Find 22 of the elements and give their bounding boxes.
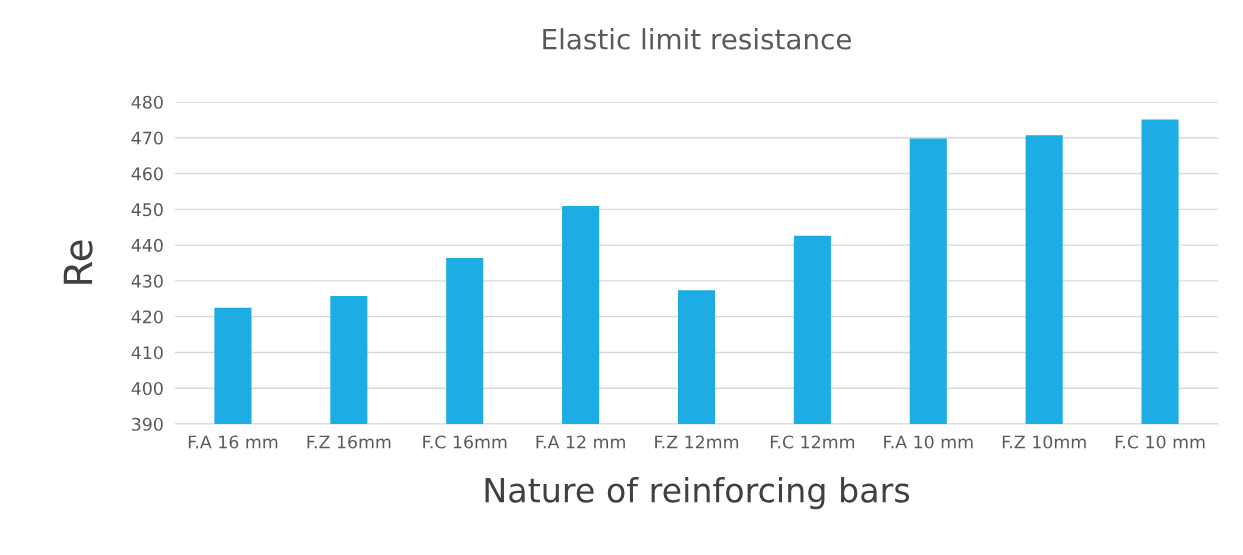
y-tick-label: 390 [132,417,163,431]
x-tick-label: F.Z 10mm [1002,435,1086,449]
y-tick-label: 480 [131,95,163,109]
y-tick-label: 440 [131,238,163,252]
y-tick-label: 420 [131,310,163,324]
y-axis-title: Re [63,240,93,284]
x-tick-label: F.Z 16mm [307,435,391,449]
chart-title: Elastic limit resistance [543,28,851,50]
x-tick-label: F.C 16mm [423,435,507,449]
y-tick-label: 450 [131,203,163,217]
x-tick-label: F.A 16 mm [188,435,278,449]
x-tick-label: F.A 12 mm [536,435,625,449]
x-tick-label: F.Z 12mm [655,435,739,449]
x-axis-title: Nature of reinforcing bars [485,476,910,510]
y-tick-label: 400 [131,381,163,396]
y-tick-label: 460 [131,167,163,181]
x-tick-label: F.A 10 mm [884,435,973,449]
x-tick-label: F.C 12mm [770,435,855,449]
y-tick-label: 470 [131,131,163,145]
x-tick-label: F.C 10 mm [1115,435,1205,449]
y-tick-label: 430 [131,274,163,288]
y-tick-label: 410 [131,346,163,360]
